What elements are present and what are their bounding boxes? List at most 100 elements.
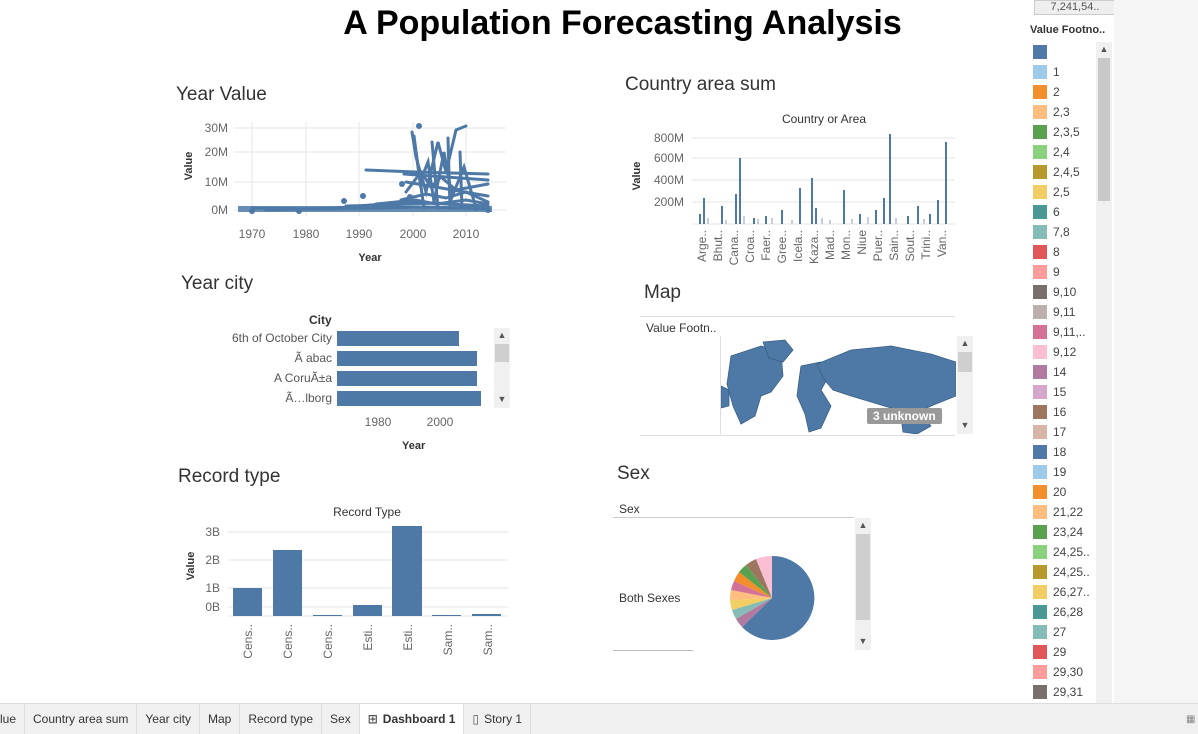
scroll-down-icon[interactable]: ▼	[497, 394, 507, 404]
legend-item[interactable]: 29	[1030, 642, 1096, 662]
scroll-thumb[interactable]	[1098, 58, 1110, 201]
legend-item[interactable]	[1030, 42, 1096, 62]
legend-item[interactable]: 2,3	[1030, 102, 1096, 122]
sheet-tab[interactable]: Sex	[322, 704, 360, 734]
legend-swatch	[1033, 205, 1047, 219]
y-tick: 400M	[654, 173, 684, 187]
sheet-tab[interactable]: Year city	[137, 704, 200, 734]
sheet-tab[interactable]: ⊞ Dashboard 1	[359, 704, 465, 734]
legend-item[interactable]: 7,8	[1030, 222, 1096, 242]
dashboard-title: A Population Forecasting Analysis	[343, 4, 902, 42]
legend-item[interactable]: 8	[1030, 242, 1096, 262]
sheet-tab[interactable]: Map	[200, 704, 241, 734]
city-bar[interactable]	[337, 331, 459, 346]
x-tick: 2000	[400, 227, 427, 241]
legend-item[interactable]: 9	[1030, 262, 1096, 282]
legend-swatch	[1033, 665, 1047, 679]
legend-item[interactable]: 19	[1030, 462, 1096, 482]
legend-item[interactable]: 2,5	[1030, 182, 1096, 202]
scroll-up-icon[interactable]: ▲	[497, 330, 507, 340]
legend-item[interactable]: 9,12	[1030, 342, 1096, 362]
legend-item[interactable]: 6	[1030, 202, 1096, 222]
x-tick: Cens..	[241, 624, 255, 658]
legend-swatch	[1033, 285, 1047, 299]
scroll-down-icon[interactable]: ▼	[960, 420, 970, 430]
city-bar[interactable]	[337, 391, 481, 406]
legend-item[interactable]: 16	[1030, 402, 1096, 422]
legend-label: 29,31	[1053, 685, 1084, 699]
scroll-thumb[interactable]	[856, 534, 870, 620]
legend-swatch	[1033, 445, 1047, 459]
legend-item[interactable]: 2,3,5	[1030, 122, 1096, 142]
record-type-chart[interactable]: 3B 2B 1B 0B Value Cens.. Cens.. Cens.. E…	[178, 518, 518, 658]
x-tick: Sout..	[903, 230, 917, 261]
scroll-up-icon[interactable]: ▲	[1099, 44, 1109, 54]
story-icon: ▯	[472, 712, 480, 726]
legend-item[interactable]: 2,4,5	[1030, 162, 1096, 182]
legend-item[interactable]: 29,31	[1030, 682, 1096, 702]
sheet-tab[interactable]: Country area sum	[25, 704, 138, 734]
country-area-chart[interactable]: 800M 600M 400M 200M Value Arge.. B	[625, 128, 965, 268]
legend-swatch	[1033, 85, 1047, 99]
legend-item[interactable]: 26,27..	[1030, 582, 1096, 602]
legend-label: 8	[1053, 245, 1060, 259]
legend-item[interactable]: 9,10	[1030, 282, 1096, 302]
sheet-tab[interactable]: lue	[0, 704, 26, 734]
legend-item[interactable]: 23,24	[1030, 522, 1096, 542]
scroll-thumb[interactable]	[958, 352, 972, 372]
legend-swatch	[1033, 105, 1047, 119]
sheet-tab-label: Record type	[248, 712, 314, 726]
x-tick: Puer..	[871, 230, 885, 261]
legend-label: 9,11	[1053, 305, 1076, 319]
unknown-badge[interactable]: 3 unknown	[867, 408, 942, 424]
scroll-up-icon[interactable]: ▲	[960, 338, 970, 348]
legend-list[interactable]: 1 2 2,3 2,3,5 2,4 2,4,5 2,5 6 7,8 8 9 9,10 9,11 9,11,…	[1030, 42, 1096, 702]
sex-scrollbar[interactable]: ▲ ▼	[855, 518, 871, 650]
legend-item[interactable]: 24,25..	[1030, 542, 1096, 562]
map-scrollbar[interactable]: ▲ ▼	[957, 336, 973, 434]
legend-item[interactable]: 21,22	[1030, 502, 1096, 522]
city-bar[interactable]	[337, 351, 477, 366]
legend-item[interactable]: 15	[1030, 382, 1096, 402]
legend-item[interactable]: 27	[1030, 622, 1096, 642]
legend-item[interactable]: 14	[1030, 362, 1096, 382]
legend-item[interactable]: 29,30	[1030, 662, 1096, 682]
color-legend[interactable]: 7,241,54.. Value Footno.. 1 2 2,3 2,3,5 2,4 2…	[1030, 0, 1114, 703]
legend-swatch	[1033, 265, 1047, 279]
legend-swatch	[1033, 565, 1047, 579]
legend-item[interactable]: 9,11	[1030, 302, 1096, 322]
city-bar[interactable]	[337, 371, 477, 386]
sheet-tab-label: Year city	[145, 712, 191, 726]
x-tick: Faer..	[759, 230, 773, 261]
legend-swatch	[1033, 385, 1047, 399]
legend-scrollbar[interactable]: ▲	[1096, 42, 1112, 703]
map-header: Value Footn..	[646, 321, 717, 335]
sheet-tab-label: lue	[0, 712, 17, 726]
scroll-down-icon[interactable]: ▼	[858, 636, 868, 646]
legend-item[interactable]: 17	[1030, 422, 1096, 442]
x-tick: Kaza..	[807, 230, 821, 264]
country-x-labels: Arge.. Bhut.. Cana.. Croa.. Faer.. Gree.…	[695, 230, 949, 266]
sheet-tab-label: Dashboard 1	[382, 712, 456, 726]
legend-item[interactable]: 18	[1030, 442, 1096, 462]
legend-swatch	[1033, 605, 1047, 619]
x-tick: 1990	[346, 227, 373, 241]
city-label: Ã abac	[294, 351, 332, 365]
sheet-tab[interactable]: ▯ Story 1	[464, 704, 532, 734]
map-view[interactable]: 3 unknown	[720, 336, 956, 434]
sex-pie-chart[interactable]	[726, 552, 818, 644]
city-scrollbar[interactable]: ▲ ▼	[494, 328, 510, 408]
legend-item[interactable]: 2,4	[1030, 142, 1096, 162]
legend-range-value[interactable]: 7,241,54..	[1034, 0, 1114, 15]
legend-item[interactable]: 2	[1030, 82, 1096, 102]
legend-item[interactable]: 1	[1030, 62, 1096, 82]
legend-item[interactable]: 20	[1030, 482, 1096, 502]
legend-item[interactable]: 26,28	[1030, 602, 1096, 622]
scroll-thumb[interactable]	[495, 344, 509, 362]
year-value-chart[interactable]: 30M 20M 10M 0M Value 1970 1980 1990 2000…	[176, 112, 516, 272]
legend-item[interactable]: 9,11,..	[1030, 322, 1096, 342]
sheet-tab[interactable]: Record type	[240, 704, 323, 734]
legend-item[interactable]: 24,25..	[1030, 562, 1096, 582]
grid-view-icon[interactable]: ▦	[1186, 714, 1196, 725]
scroll-up-icon[interactable]: ▲	[858, 520, 868, 530]
